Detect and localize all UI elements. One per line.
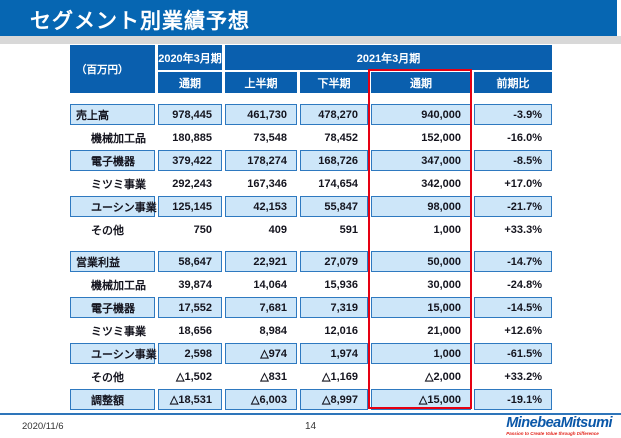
section-spacer bbox=[70, 95, 552, 102]
page-number: 14 bbox=[304, 421, 317, 432]
cell-value: △1,169 bbox=[300, 366, 368, 387]
cell-value: 8,984 bbox=[225, 320, 297, 341]
cell-value: 58,647 bbox=[158, 251, 222, 272]
cell-value: 21,000 bbox=[371, 320, 471, 341]
cell-value: 168,726 bbox=[300, 150, 368, 171]
cell-value: 30,000 bbox=[371, 274, 471, 295]
row-label: その他 bbox=[70, 219, 155, 240]
cell-value: +33.3% bbox=[474, 219, 552, 240]
cell-value: △18,531 bbox=[158, 389, 222, 410]
cell-value: △8,997 bbox=[300, 389, 368, 410]
cell-value: 178,274 bbox=[225, 150, 297, 171]
company-logo: MinebeaMitsumi Passion to Create Value t… bbox=[506, 415, 612, 437]
cell-value: 978,445 bbox=[158, 104, 222, 125]
cell-value: 15,000 bbox=[371, 297, 471, 318]
cell-value: -19.1% bbox=[474, 389, 552, 410]
cell-value: 940,000 bbox=[371, 104, 471, 125]
cell-value: 342,000 bbox=[371, 173, 471, 194]
row-label: 調整額 bbox=[70, 389, 155, 410]
cell-value: 379,422 bbox=[158, 150, 222, 171]
cell-value: -21.7% bbox=[474, 196, 552, 217]
header-second-half: 下半期 bbox=[300, 72, 368, 93]
cell-value: 2,598 bbox=[158, 343, 222, 364]
cell-value: 347,000 bbox=[371, 150, 471, 171]
footer-divider bbox=[0, 413, 621, 415]
row-label: その他 bbox=[70, 366, 155, 387]
cell-value: △1,502 bbox=[158, 366, 222, 387]
cell-value: -61.5% bbox=[474, 343, 552, 364]
header-full-year: 通期 bbox=[371, 72, 471, 93]
title-banner bbox=[0, 0, 617, 36]
cell-value: +33.2% bbox=[474, 366, 552, 387]
cell-value: 167,346 bbox=[225, 173, 297, 194]
cell-value: 22,921 bbox=[225, 251, 297, 272]
cell-value: 98,000 bbox=[371, 196, 471, 217]
header-yoy: 前期比 bbox=[474, 72, 552, 93]
cell-value: 1,000 bbox=[371, 219, 471, 240]
row-label: ミツミ事業 bbox=[70, 173, 155, 194]
cell-value: -24.8% bbox=[474, 274, 552, 295]
cell-value: -14.5% bbox=[474, 297, 552, 318]
cell-value: -8.5% bbox=[474, 150, 552, 171]
row-label: ユーシン事業 bbox=[70, 343, 157, 364]
cell-value: 7,319 bbox=[300, 297, 368, 318]
row-label: ユーシン事業 bbox=[70, 196, 157, 217]
segment-table: （百万円） 2020年3月期 2021年3月期 通期 上半期 下半期 通期 前期… bbox=[70, 45, 552, 410]
cell-value: -3.9% bbox=[474, 104, 552, 125]
header-fy2020-fullyear: 通期 bbox=[158, 72, 222, 93]
cell-value: 27,079 bbox=[300, 251, 368, 272]
row-label: 電子機器 bbox=[70, 150, 155, 171]
cell-value: 14,064 bbox=[225, 274, 297, 295]
row-label: 電子機器 bbox=[70, 297, 155, 318]
cell-value: 152,000 bbox=[371, 127, 471, 148]
cell-value: -16.0% bbox=[474, 127, 552, 148]
cell-value: △2,000 bbox=[371, 366, 471, 387]
cell-value: △6,003 bbox=[225, 389, 297, 410]
cell-value: 591 bbox=[300, 219, 368, 240]
cell-value: 174,654 bbox=[300, 173, 368, 194]
cell-value: +17.0% bbox=[474, 173, 552, 194]
header-fy2021: 2021年3月期 bbox=[225, 45, 552, 70]
cell-value: 12,016 bbox=[300, 320, 368, 341]
row-label: 機械加工品 bbox=[70, 127, 155, 148]
cell-value: 750 bbox=[158, 219, 222, 240]
cell-value: 180,885 bbox=[158, 127, 222, 148]
cell-value: 15,936 bbox=[300, 274, 368, 295]
cell-value: -14.7% bbox=[474, 251, 552, 272]
logo-tagline: Passion to Create Value through Differen… bbox=[506, 431, 599, 436]
logo-wordmark: MinebeaMitsumi bbox=[506, 415, 612, 431]
cell-value: 461,730 bbox=[225, 104, 297, 125]
cell-value: 17,552 bbox=[158, 297, 222, 318]
cell-value: 55,847 bbox=[300, 196, 368, 217]
cell-value: △974 bbox=[225, 343, 297, 364]
row-label: ミツミ事業 bbox=[70, 320, 155, 341]
slide-title: セグメント別業績予想 bbox=[30, 10, 250, 33]
header-first-half: 上半期 bbox=[225, 72, 297, 93]
footer-date: 2020/11/6 bbox=[22, 421, 64, 432]
cell-value: 1,974 bbox=[300, 343, 368, 364]
cell-value: +12.6% bbox=[474, 320, 552, 341]
cell-value: 125,145 bbox=[158, 196, 222, 217]
cell-value: 39,874 bbox=[158, 274, 222, 295]
cell-value: △831 bbox=[225, 366, 297, 387]
cell-value: 42,153 bbox=[225, 196, 297, 217]
cell-value: 73,548 bbox=[225, 127, 297, 148]
cell-value: 18,656 bbox=[158, 320, 222, 341]
header-fy2020: 2020年3月期 bbox=[158, 45, 222, 70]
row-label: 営業利益 bbox=[70, 251, 155, 272]
cell-value: 7,681 bbox=[225, 297, 297, 318]
cell-value: 292,243 bbox=[158, 173, 222, 194]
cell-value: 78,452 bbox=[300, 127, 368, 148]
banner-shadow bbox=[0, 36, 621, 44]
row-label: 売上高 bbox=[70, 104, 155, 125]
row-label: 機械加工品 bbox=[70, 274, 155, 295]
cell-value: 1,000 bbox=[371, 343, 471, 364]
header-unit: （百万円） bbox=[70, 45, 155, 93]
cell-value: 409 bbox=[225, 219, 297, 240]
section-spacer bbox=[70, 242, 552, 249]
cell-value: 478,270 bbox=[300, 104, 368, 125]
cell-value: 50,000 bbox=[371, 251, 471, 272]
cell-value: △15,000 bbox=[371, 389, 471, 410]
